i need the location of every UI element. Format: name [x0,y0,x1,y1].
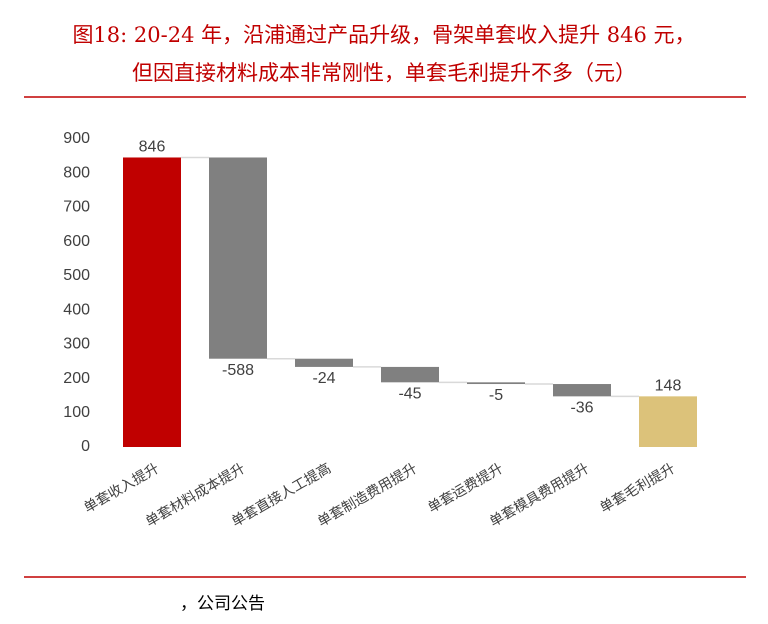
bar [295,358,353,367]
y-tick-label: 0 [81,438,90,455]
value-label: 846 [139,139,166,156]
value-label: -36 [570,400,593,417]
x-tick-label: 单套收入提升 [81,461,162,517]
value-label: 148 [655,378,682,395]
value-label: -5 [489,387,503,404]
y-tick-label: 600 [63,233,90,250]
value-label: -24 [312,370,335,387]
bar [381,366,439,383]
x-tick-label: 单套运费提升 [425,461,506,517]
y-tick-label: 900 [63,130,90,147]
y-tick-label: 100 [63,404,90,421]
source: ，公司公告 [180,594,265,614]
y-tick-label: 200 [63,370,90,387]
value-label: -45 [398,386,421,403]
bar [123,157,181,448]
bar [467,382,525,385]
y-tick-label: 500 [63,267,90,284]
y-tick-label: 400 [63,301,90,318]
value-label: -588 [222,362,254,379]
x-tick-label: 单套毛利提升 [597,461,678,517]
bar [553,384,611,397]
bar [639,396,697,447]
chart-title: 图18: 20-24 年，沿浦通过产品升级，骨架单套收入提升 846 元， [72,23,695,47]
y-tick-label: 800 [63,164,90,181]
bar [209,157,267,359]
y-tick-label: 700 [63,199,90,216]
chart-subtitle: 但因直接材料成本非常刚性，单套毛利提升不多（元） [132,61,636,85]
y-tick-label: 300 [63,336,90,353]
